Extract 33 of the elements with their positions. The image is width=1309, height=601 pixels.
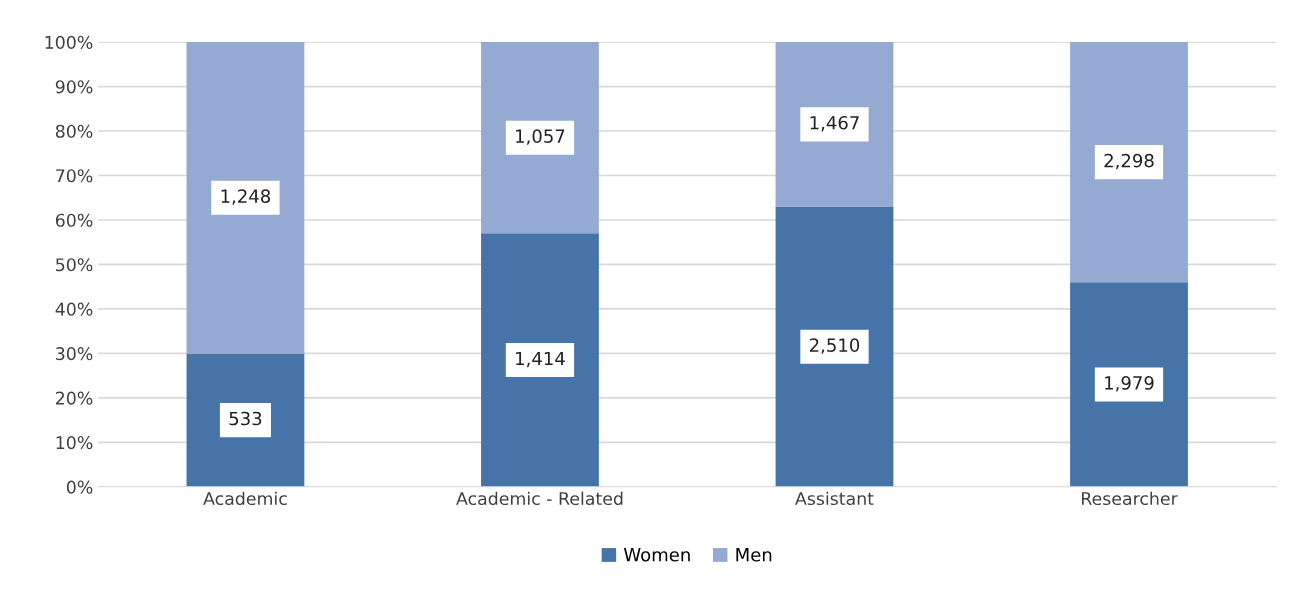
y-tick-label: 40% — [55, 302, 93, 316]
annotation: 1,467 — [810, 115, 859, 132]
legend-label: Men — [736, 548, 772, 562]
bar — [481, 233, 599, 487]
y-tick-label: 10% — [56, 436, 93, 450]
bar — [186, 353, 305, 487]
annotation: 1,248 — [221, 189, 271, 205]
y-tick-label: 70% — [56, 169, 93, 183]
bar — [1070, 282, 1188, 487]
y-tick-label: 60% — [55, 213, 93, 227]
y-tick-label: 20% — [56, 391, 93, 405]
bar — [775, 42, 894, 207]
x-tick-label: Assistant — [795, 491, 874, 506]
annotation: 1,979 — [1105, 376, 1154, 392]
annotation: 1,414 — [516, 351, 565, 368]
y-tick-label: 50% — [56, 258, 93, 272]
y-tick-label: 80% — [55, 124, 93, 138]
bar — [1070, 42, 1188, 283]
x-tick-label: Academic - Related — [456, 491, 623, 506]
y-tick-label: 30% — [56, 347, 93, 361]
y-tick-label: 90% — [55, 80, 93, 94]
y-tick-label: 0% — [66, 480, 93, 494]
annotation: 2,510 — [809, 338, 860, 354]
legend-label: Women — [623, 548, 690, 562]
x-tick-label: Researcher — [1081, 491, 1178, 506]
bar — [481, 42, 599, 234]
y-tick-label: 100% — [45, 35, 93, 49]
annotation: 533 — [229, 411, 262, 426]
x-tick-label: Academic — [203, 491, 287, 506]
annotation: 2,298 — [1104, 153, 1154, 170]
bar — [775, 206, 894, 487]
bar — [186, 42, 305, 354]
annotation: 1,057 — [516, 129, 565, 145]
